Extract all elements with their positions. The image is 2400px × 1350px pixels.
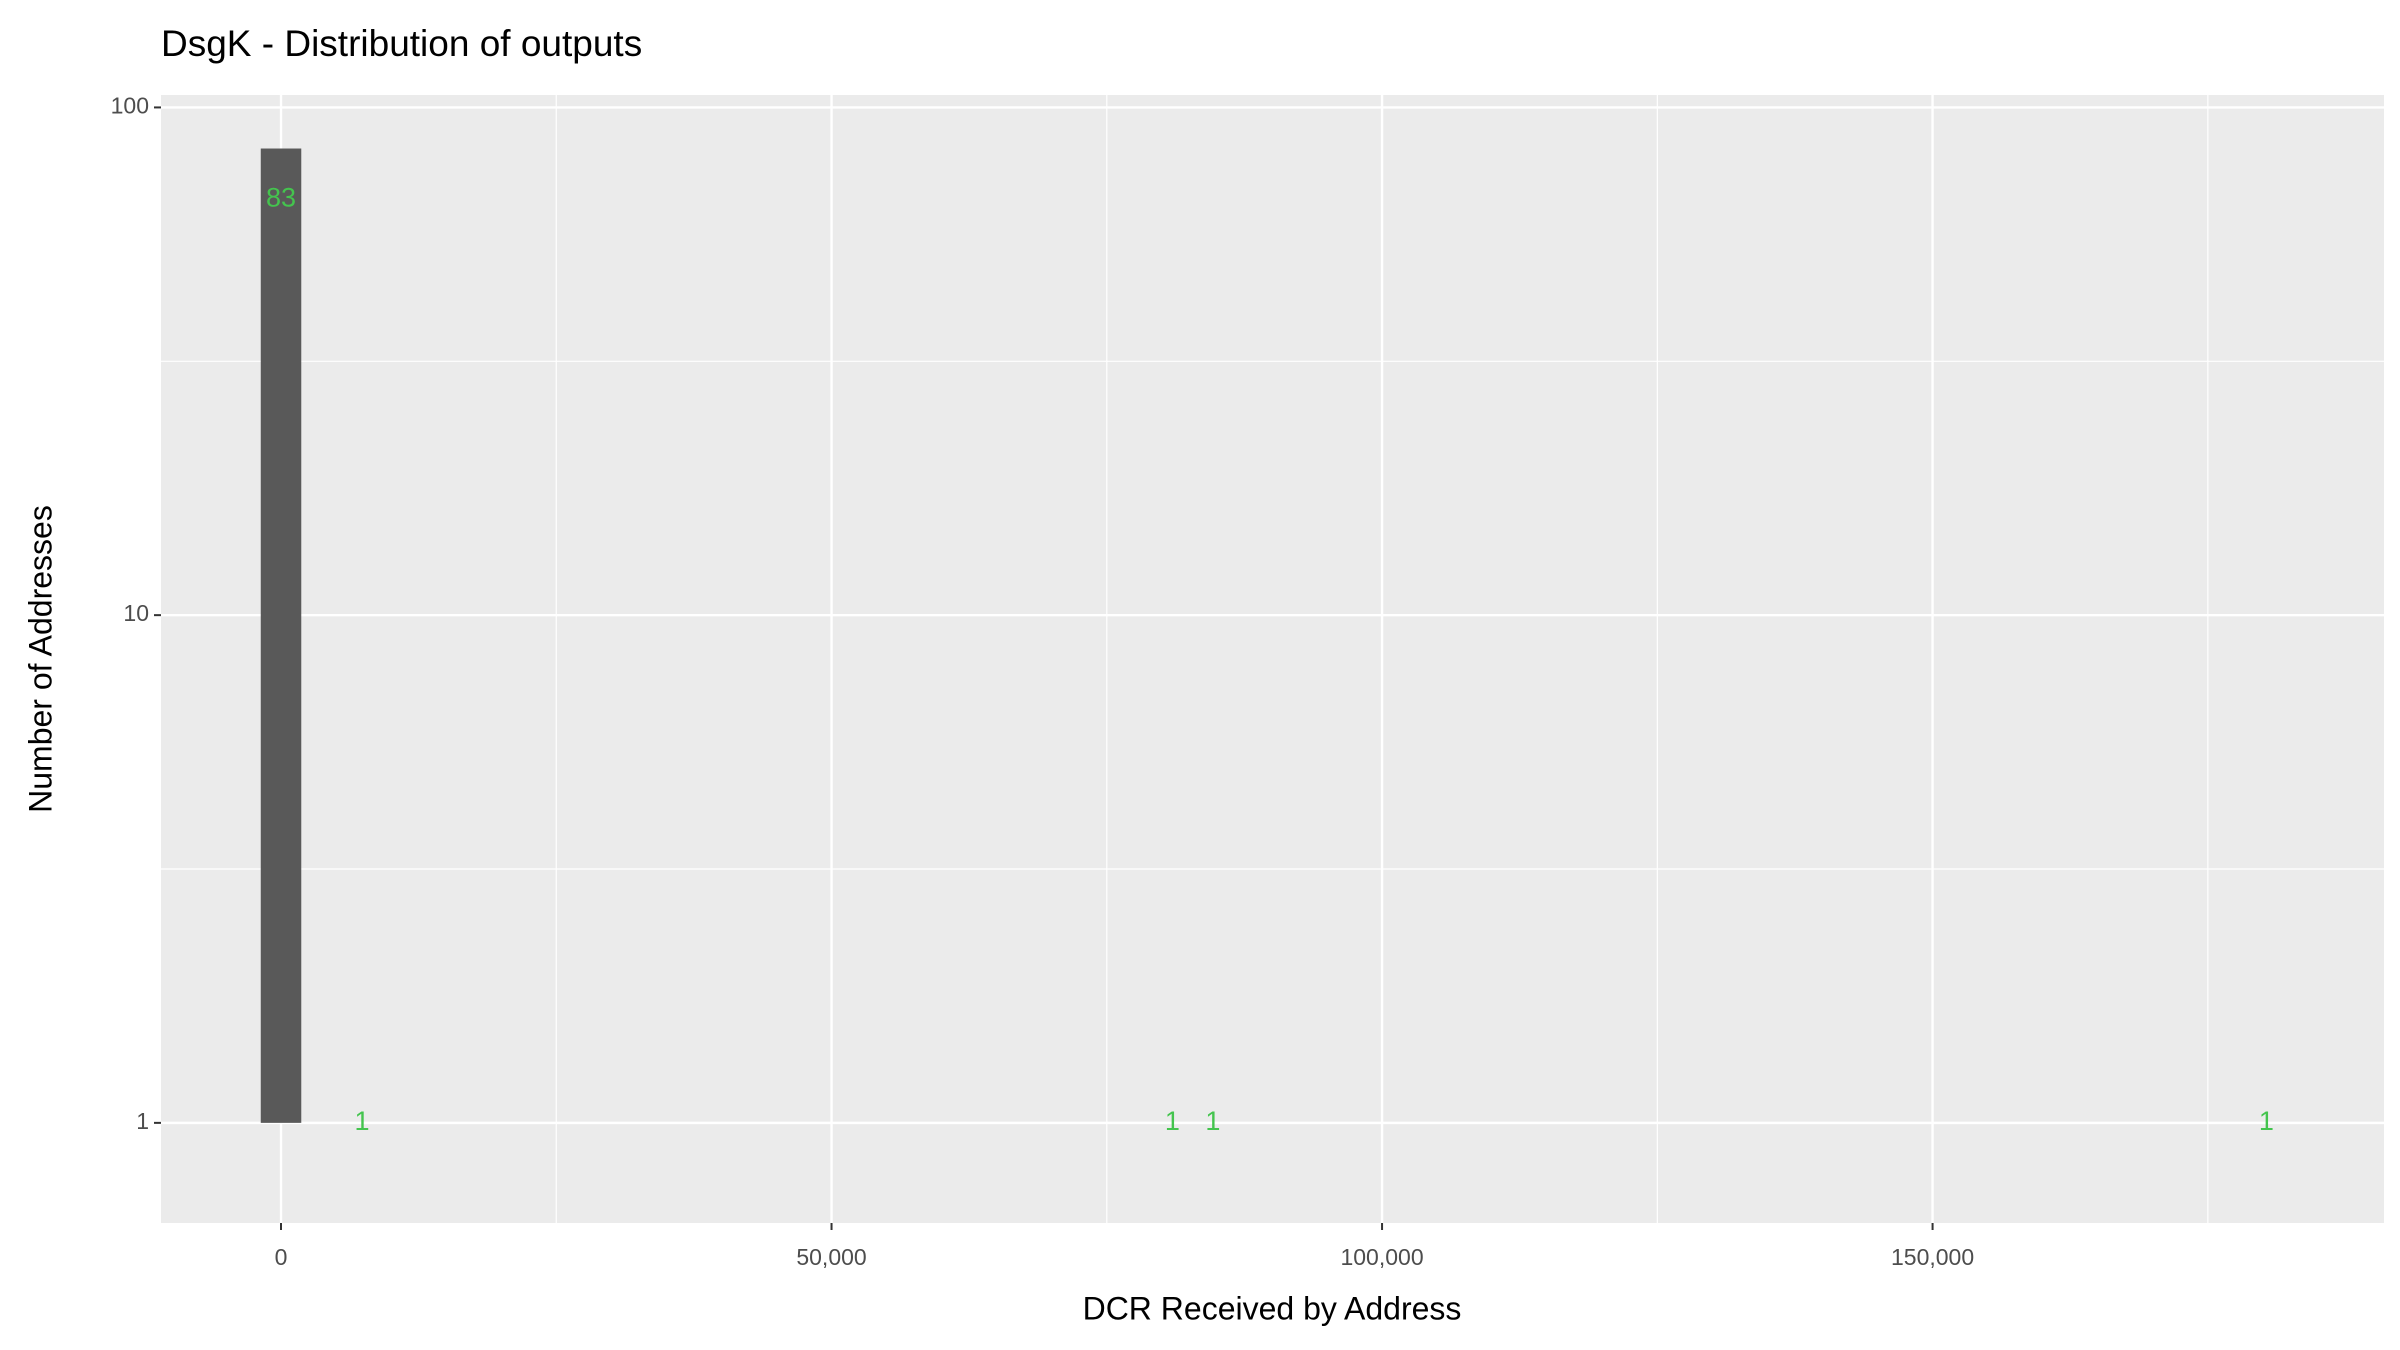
x-tick-label: 100,000 — [1340, 1244, 1423, 1270]
chart-title: DsgK - Distribution of outputs — [161, 23, 642, 64]
x-tick-label: 0 — [275, 1244, 288, 1270]
data-label: 1 — [1205, 1106, 1220, 1136]
data-label: 1 — [355, 1106, 370, 1136]
y-axis-title: Number of Addresses — [22, 505, 58, 813]
data-label: 83 — [266, 183, 296, 213]
data-label: 1 — [1165, 1106, 1180, 1136]
x-tick-label: 50,000 — [796, 1244, 866, 1270]
panel — [161, 95, 2384, 1223]
y-tick-label: 10 — [123, 600, 149, 626]
data-label: 1 — [2259, 1106, 2274, 1136]
x-tick-label: 150,000 — [1891, 1244, 1974, 1270]
y-tick-label: 100 — [111, 93, 149, 119]
y-tick-label: 1 — [136, 1108, 149, 1134]
x-axis-title: DCR Received by Address — [1083, 1290, 1462, 1326]
bar — [260, 148, 302, 1123]
